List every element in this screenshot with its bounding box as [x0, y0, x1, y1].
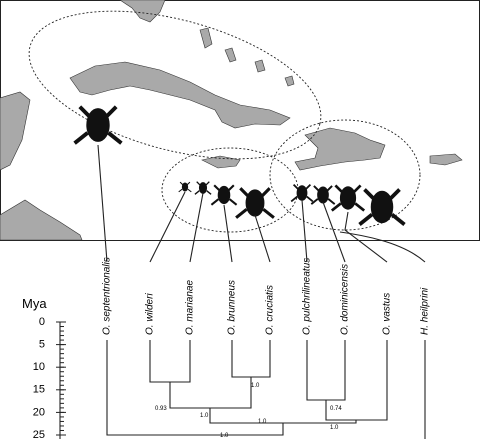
- taxon-label: O. septentrionalis: [102, 257, 113, 335]
- taxon-label: H. heilprini: [420, 287, 431, 335]
- frog: [310, 185, 336, 205]
- taxon-label: O. dominicensis: [340, 264, 351, 335]
- tree: [59, 322, 426, 439]
- frog: [330, 184, 366, 212]
- region-hispaniola: [269, 119, 421, 231]
- support-value: 0.93: [155, 406, 167, 412]
- tick-label: 0: [39, 316, 45, 328]
- frog: [73, 105, 123, 145]
- support-value: 1.0: [258, 419, 267, 425]
- central-america-south: [0, 199, 83, 241]
- frog: [235, 187, 275, 219]
- taxon-label: O. pulchrilineatus: [302, 258, 313, 335]
- jamaica: [201, 155, 241, 169]
- taxon-label: O. wilderi: [145, 293, 156, 335]
- taxon-label: O. brunneus: [227, 280, 238, 335]
- frog: [290, 183, 314, 203]
- tick-label: 20: [33, 406, 45, 418]
- axis-label: Mya: [22, 296, 47, 311]
- map: [0, 0, 480, 241]
- taxon-label: O. marianae: [185, 280, 196, 335]
- support-value: 1.0: [220, 433, 229, 439]
- central-america: [0, 91, 31, 171]
- support-value: 1.0: [330, 425, 339, 431]
- map-links: [97, 144, 426, 263]
- support-value: 1.0: [200, 413, 209, 419]
- taxon-label: O. cruciatis: [265, 285, 276, 335]
- tick-label: 15: [33, 384, 45, 396]
- taxon-label: O. vastus: [382, 293, 393, 335]
- hispaniola: [294, 127, 386, 171]
- tick-label: 10: [33, 361, 45, 373]
- puerto-rico: [429, 153, 463, 166]
- tick-label: 5: [39, 339, 45, 351]
- frog: [194, 181, 212, 195]
- tick-label: 25: [33, 429, 45, 439]
- region-cuba: [28, 10, 322, 160]
- support-value: 1.0: [251, 383, 260, 389]
- support-value: 0.74: [330, 406, 342, 412]
- florida: [119, 0, 166, 23]
- bahamas: [199, 27, 295, 87]
- frog: [358, 188, 406, 226]
- frog: [178, 181, 192, 193]
- frog: [210, 184, 238, 206]
- cuba: [69, 61, 291, 129]
- frogs: [73, 105, 406, 226]
